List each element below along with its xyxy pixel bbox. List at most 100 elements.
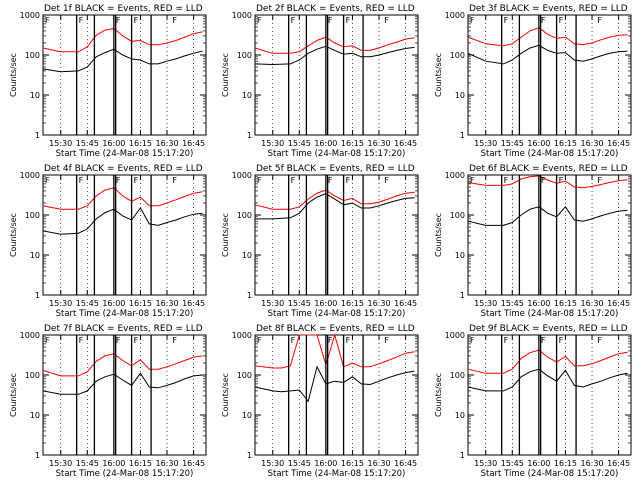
flag-label: F <box>504 336 509 345</box>
chart-title: Det 1f BLACK = Events, RED = LLD <box>44 4 203 14</box>
lld-series-line <box>467 349 628 374</box>
flag-label: F <box>116 336 121 345</box>
flag-label: F <box>470 16 475 25</box>
x-tick-label: 15:45 <box>288 139 311 148</box>
x-tick-label: 16:30 <box>367 459 390 468</box>
y-tick-label: 1 <box>247 451 252 460</box>
events-series-line <box>254 45 415 66</box>
x-tick-label: 16:30 <box>580 299 603 308</box>
plot-frame <box>42 174 207 296</box>
chart-title: Det 6f BLACK = Events, RED = LLD <box>469 164 628 174</box>
y-tick-label: 1 <box>460 131 465 140</box>
x-tick-label: 15:30 <box>474 139 497 148</box>
y-tick-label: 1 <box>35 291 40 300</box>
y-tick-label: 10 <box>455 91 465 100</box>
events-series-line <box>467 368 628 392</box>
flag-label: F <box>172 336 177 345</box>
y-tick-label: 1000 <box>232 171 252 180</box>
x-tick-label: 16:00 <box>527 139 550 148</box>
x-tick-label: 15:45 <box>76 139 99 148</box>
flag-label: F <box>470 336 475 345</box>
x-tick-label: 16:30 <box>155 139 178 148</box>
x-tick-label: 16:45 <box>182 139 205 148</box>
x-tick-label: 16:00 <box>102 459 125 468</box>
x-tick-label: 16:15 <box>341 299 364 308</box>
flag-label: F <box>257 16 262 25</box>
y-tick-label: 100 <box>237 211 252 220</box>
y-tick-label: 1000 <box>232 11 252 20</box>
flag-label: F <box>134 176 139 185</box>
x-tick-label: 16:45 <box>607 139 630 148</box>
flag-label: F <box>328 336 333 345</box>
flag-label: F <box>134 16 139 25</box>
x-tick-label: 16:00 <box>102 139 125 148</box>
events-series-line <box>42 207 203 235</box>
x-tick-label: 16:30 <box>367 299 390 308</box>
flag-label: F <box>559 176 564 185</box>
y-axis-label: Counts/sec <box>434 213 443 257</box>
lld-series-line <box>42 27 203 53</box>
y-tick-label: 1 <box>35 131 40 140</box>
x-tick-label: 16:15 <box>129 299 152 308</box>
x-tick-label: 16:15 <box>129 139 152 148</box>
y-tick-label: 100 <box>25 211 40 220</box>
chart-panel: Det 9f BLACK = Events, RED = LLD 1 10 100 10… <box>434 324 632 479</box>
y-tick-label: 10 <box>30 251 40 260</box>
chart-title: Det 9f BLACK = Events, RED = LLD <box>469 324 628 334</box>
y-tick-label: 1 <box>35 451 40 460</box>
flag-label: F <box>541 16 546 25</box>
x-tick-label: 16:45 <box>607 299 630 308</box>
flag-label: F <box>45 16 50 25</box>
y-tick-label: 100 <box>450 51 465 60</box>
x-tick-label: 15:45 <box>76 299 99 308</box>
chart-panel: Det 5f BLACK = Events, RED = LLD 1 10 100 10… <box>221 164 419 319</box>
plot-frame <box>467 14 632 136</box>
flag-label: F <box>384 336 389 345</box>
y-axis-label: Counts/sec <box>221 373 230 417</box>
y-tick-label: 10 <box>242 411 252 420</box>
flag-label: F <box>45 176 50 185</box>
x-tick-label: 16:30 <box>580 459 603 468</box>
flag-label: F <box>172 176 177 185</box>
flag-label: F <box>45 336 50 345</box>
x-axis-label: Start Time (24-Mar-08 15:17:20) <box>56 149 194 159</box>
x-axis-label: Start Time (24-Mar-08 15:17:20) <box>268 149 406 159</box>
flag-label: F <box>470 176 475 185</box>
x-axis-label: Start Time (24-Mar-08 15:17:20) <box>268 309 406 319</box>
y-axis-label: Counts/sec <box>221 213 230 257</box>
chart-panel: Det 1f BLACK = Events, RED = LLD 1 10 100 10… <box>9 4 207 159</box>
y-tick-label: 1000 <box>445 171 465 180</box>
x-tick-label: 16:00 <box>314 459 337 468</box>
flag-label: F <box>116 176 121 185</box>
x-tick-label: 16:30 <box>155 299 178 308</box>
chart-panel: Det 2f BLACK = Events, RED = LLD 1 10 100 10… <box>221 4 419 159</box>
plot-frame <box>254 174 419 296</box>
x-tick-label: 16:15 <box>341 459 364 468</box>
events-series-line <box>467 205 628 226</box>
chart-title: Det 5f BLACK = Events, RED = LLD <box>256 164 415 174</box>
lld-series-line <box>467 175 628 189</box>
flag-label: F <box>79 336 84 345</box>
x-tick-label: 15:45 <box>501 299 524 308</box>
events-series-line <box>255 193 415 220</box>
flag-label: F <box>384 176 389 185</box>
x-tick-label: 15:30 <box>261 459 284 468</box>
x-tick-label: 16:00 <box>527 299 550 308</box>
x-tick-label: 15:30 <box>49 459 72 468</box>
x-tick-label: 16:45 <box>394 299 417 308</box>
plot-frame <box>42 14 207 136</box>
x-tick-label: 15:30 <box>474 459 497 468</box>
chart-title: Det 4f BLACK = Events, RED = LLD <box>44 164 203 174</box>
flag-label: F <box>328 176 333 185</box>
x-tick-label: 15:30 <box>49 299 72 308</box>
y-tick-label: 10 <box>242 91 252 100</box>
lld-series-line <box>42 187 203 210</box>
x-tick-label: 15:30 <box>261 299 284 308</box>
events-series-line <box>254 365 415 403</box>
chart-title: Det 8f BLACK = Events, RED = LLD <box>256 324 415 334</box>
x-tick-label: 16:15 <box>554 299 577 308</box>
y-tick-label: 1000 <box>20 331 40 340</box>
flag-label: F <box>79 176 84 185</box>
flag-label: F <box>134 336 139 345</box>
